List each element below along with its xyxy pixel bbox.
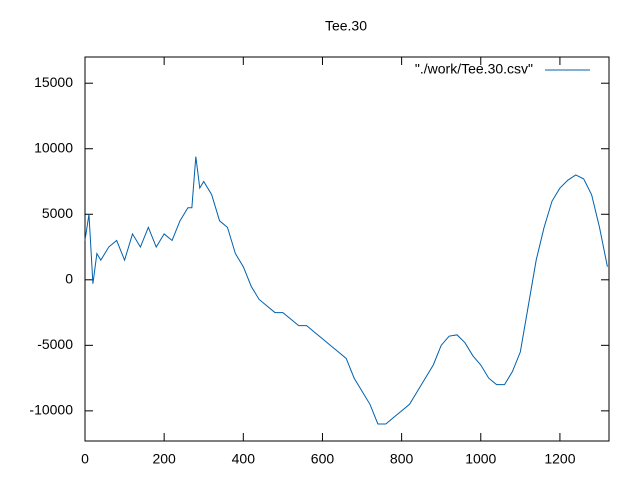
x-tick-label: 200 bbox=[152, 451, 176, 467]
y-tick-label: 0 bbox=[65, 271, 73, 287]
x-tick-label: 0 bbox=[81, 451, 89, 467]
plot-border bbox=[84, 56, 610, 442]
x-tick-label: 1000 bbox=[465, 451, 496, 467]
x-tick-label: 800 bbox=[390, 451, 414, 467]
y-tick-label: 10000 bbox=[34, 139, 73, 155]
y-tick-label: 15000 bbox=[34, 74, 73, 90]
x-tick-label: 600 bbox=[311, 451, 335, 467]
y-tick-label: -10000 bbox=[29, 402, 73, 418]
data-line bbox=[84, 156, 608, 425]
legend-label: "./work/Tee.30.csv" bbox=[415, 61, 533, 77]
x-tick-label: 400 bbox=[232, 451, 256, 467]
x-tick-label: 1200 bbox=[544, 451, 575, 467]
y-tick-label: 5000 bbox=[42, 205, 73, 221]
chart-title: Tee.30 bbox=[325, 18, 367, 34]
y-tick-label: -5000 bbox=[37, 336, 73, 352]
